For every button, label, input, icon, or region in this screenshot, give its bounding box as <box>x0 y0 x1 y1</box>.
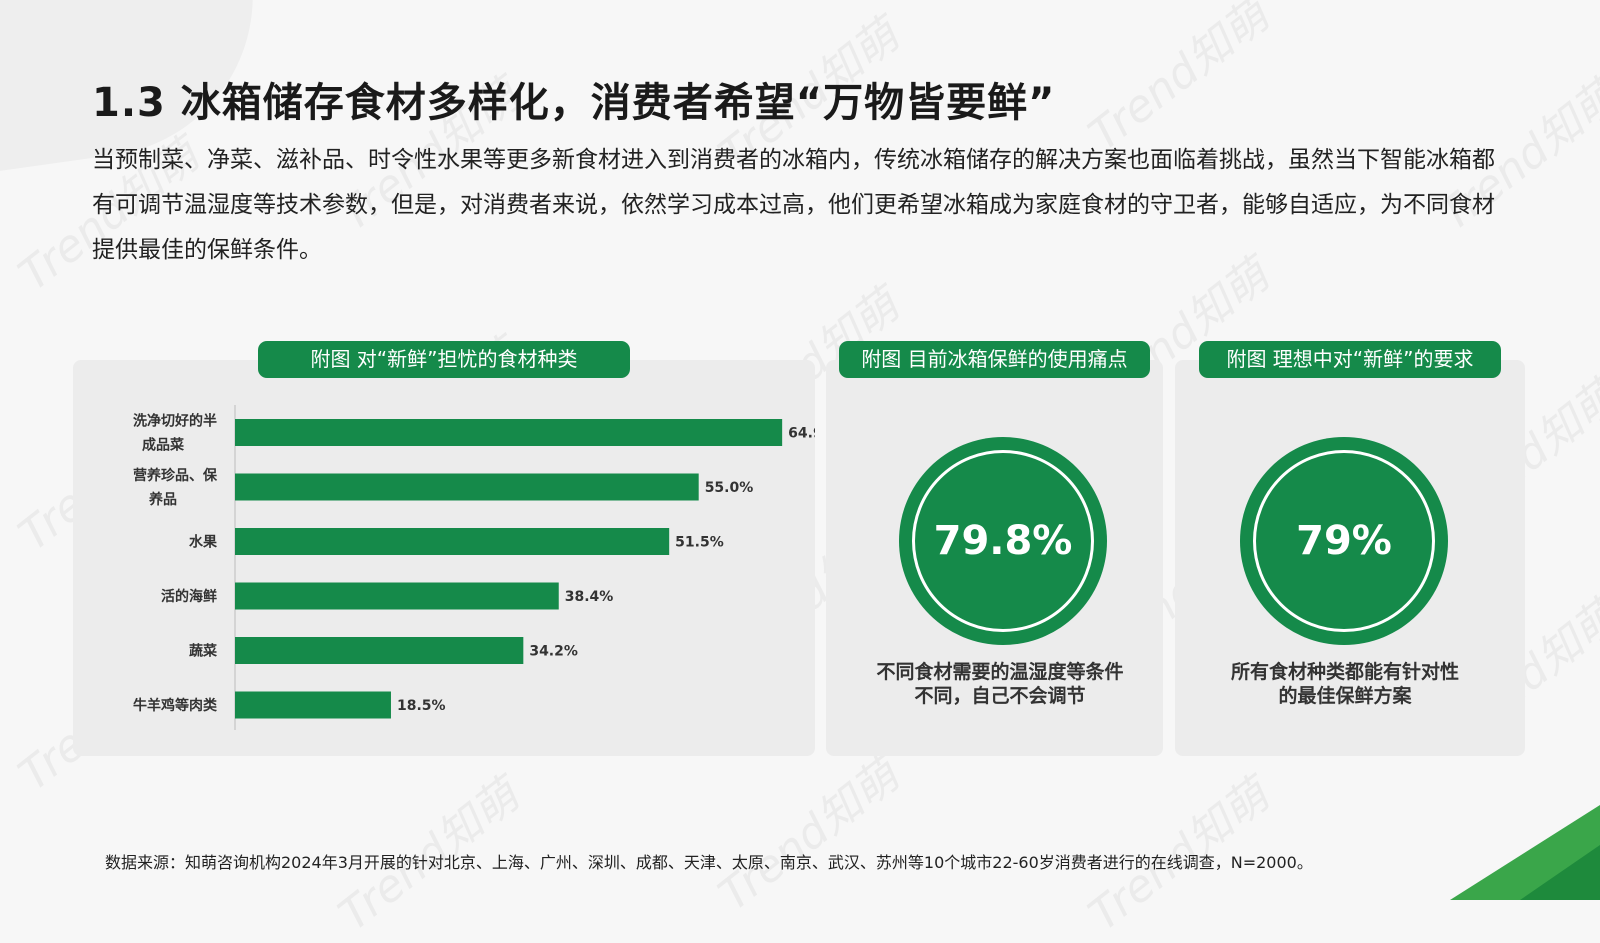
value-label: 64.9% <box>788 426 815 442</box>
chart-panel-title: 附图 对“新鲜”担忧的食材种类 <box>258 341 630 378</box>
category-label: 洗净切好的半 <box>133 413 217 430</box>
pain-point-stat-value: 79.8% <box>912 450 1094 632</box>
ideal-description: 所有食材种类都能有针对性 的最佳保鲜方案 <box>1200 660 1490 708</box>
category-label: 水果 <box>189 534 218 551</box>
bar <box>235 582 559 610</box>
corner-decoration-dark <box>1520 845 1600 900</box>
pain-point-description: 不同食材需要的温湿度等条件 不同，自己不会调节 <box>855 660 1145 708</box>
pain-point-stat-circle: 79.8% <box>899 437 1107 645</box>
ideal-panel-title: 附图 理想中对“新鲜”的要求 <box>1199 341 1501 378</box>
watermark-text: Trend知萌 <box>709 750 909 922</box>
category-label: 牛羊鸡等肉类 <box>133 697 218 714</box>
value-label: 18.5% <box>397 698 446 714</box>
category-label: 养品 <box>148 491 177 508</box>
category-label: 活的海鲜 <box>161 588 217 605</box>
bar <box>235 473 699 501</box>
value-label: 38.4% <box>565 589 614 605</box>
ideal-stat-value: 79% <box>1253 450 1435 632</box>
ideal-description-line1: 所有食材种类都能有针对性 <box>1230 661 1459 683</box>
bar <box>235 691 391 719</box>
category-label: 成品菜 <box>142 437 185 454</box>
ideal-stat-circle: 79% <box>1240 437 1448 645</box>
ideal-description-line2: 的最佳保鲜方案 <box>1278 685 1412 707</box>
pain-point-description-line2: 不同，自己不会调节 <box>914 685 1086 707</box>
bar <box>235 419 783 446</box>
value-label: 51.5% <box>675 535 724 551</box>
bar <box>235 528 670 555</box>
pain-point-description-line1: 不同食材需要的温湿度等条件 <box>876 661 1124 683</box>
bar <box>235 637 524 664</box>
category-label: 营养珍品、保 <box>133 467 218 484</box>
pain-point-panel-title: 附图 目前冰箱保鲜的使用痛点 <box>839 341 1150 378</box>
category-label: 蔬菜 <box>189 643 218 660</box>
intro-paragraph: 当预制菜、净菜、滋补品、时令性水果等更多新食材进入到消费者的冰箱内，传统冰箱储存… <box>92 147 1495 263</box>
data-source-note: 数据来源：知萌咨询机构2024年3月开展的针对北京、上海、广州、深圳、成都、天津… <box>105 853 1313 872</box>
page-title: 1.3 冰箱储存食材多样化，消费者希望“万物皆要鲜” <box>92 80 1056 126</box>
value-label: 55.0% <box>705 480 754 496</box>
value-label: 34.2% <box>529 644 578 660</box>
